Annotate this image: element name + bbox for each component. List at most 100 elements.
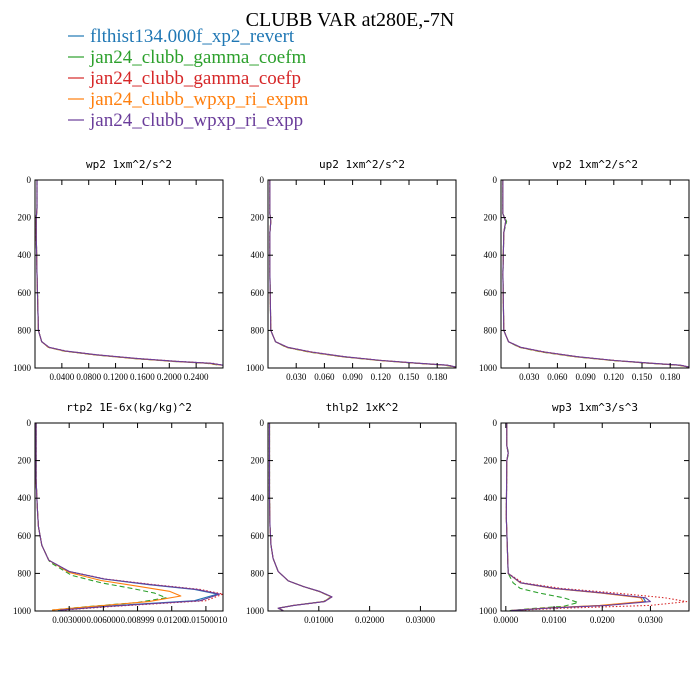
x-tick-label: 0.030 bbox=[519, 372, 540, 382]
y-tick-label: 200 bbox=[484, 213, 498, 223]
y-tick-label: 1000 bbox=[479, 363, 498, 373]
panel-title: thlp2 1xK^2 bbox=[326, 401, 399, 414]
series-line bbox=[505, 423, 644, 611]
y-tick-label: 600 bbox=[484, 531, 498, 541]
plot-frame bbox=[500, 422, 690, 612]
x-tick-label: 0.090 bbox=[575, 372, 596, 382]
x-tick-label: 0.030 bbox=[286, 372, 307, 382]
y-tick-label: 800 bbox=[251, 568, 265, 578]
series-line bbox=[35, 423, 221, 611]
series-line bbox=[502, 180, 689, 368]
panel-title: wp2 1xm^2/s^2 bbox=[86, 158, 172, 171]
y-tick-label: 1000 bbox=[246, 606, 265, 616]
series-line bbox=[502, 180, 689, 368]
series-line bbox=[35, 423, 167, 611]
x-tick-label: 0.0200 bbox=[590, 615, 615, 625]
plot-frame bbox=[34, 179, 224, 369]
panel-title: rtp2 1E-6x(kg/kg)^2 bbox=[66, 401, 192, 414]
x-tick-label: 0.150 bbox=[399, 372, 420, 382]
y-tick-label: 200 bbox=[251, 456, 265, 466]
series-line bbox=[505, 423, 647, 611]
y-tick-label: 1000 bbox=[13, 363, 32, 373]
y-tick-label: 1000 bbox=[13, 606, 32, 616]
x-tick-label: 0.120 bbox=[371, 372, 392, 382]
series-line bbox=[35, 423, 182, 611]
y-tick-label: 600 bbox=[251, 288, 265, 298]
series-line bbox=[505, 423, 579, 611]
y-tick-label: 400 bbox=[18, 250, 32, 260]
series-line bbox=[502, 180, 689, 368]
series-line bbox=[269, 180, 456, 368]
series-line bbox=[269, 180, 456, 368]
series-line bbox=[268, 423, 333, 611]
x-tick-label: 0.01200 bbox=[157, 615, 187, 625]
x-tick-label: 0.120 bbox=[604, 372, 625, 382]
x-tick-label: 0.180 bbox=[660, 372, 681, 382]
y-tick-label: 0 bbox=[493, 418, 498, 428]
panel-title: up2 1xm^2/s^2 bbox=[319, 158, 405, 171]
x-tick-label: 0.02000 bbox=[355, 615, 385, 625]
panel-title: vp2 1xm^2/s^2 bbox=[552, 158, 638, 171]
chart-panel: thlp2 1xK^2 0 200 400 600 800 1000 0.01000 0.020… bbox=[246, 401, 457, 625]
x-tick-label: 0.008999 bbox=[121, 615, 155, 625]
y-tick-label: 0 bbox=[493, 175, 498, 185]
y-tick-label: 600 bbox=[251, 531, 265, 541]
x-tick-label: 0.03000 bbox=[406, 615, 436, 625]
series-line bbox=[502, 180, 689, 368]
y-tick-label: 800 bbox=[18, 568, 32, 578]
legend-entry: jan24_clubb_gamma_coefm bbox=[89, 47, 307, 68]
y-tick-label: 800 bbox=[484, 568, 498, 578]
legend-entry: jan24_clubb_gamma_coefp bbox=[89, 68, 301, 89]
x-tick-label: 0.0300 bbox=[638, 615, 663, 625]
x-tick-label: 0.150 bbox=[632, 372, 653, 382]
x-tick-label: 0.0000 bbox=[493, 615, 518, 625]
series-line bbox=[35, 180, 222, 366]
y-tick-label: 400 bbox=[484, 493, 498, 503]
plot-frame bbox=[500, 179, 690, 369]
x-tick-label: 0.006000 bbox=[86, 615, 120, 625]
series-line bbox=[268, 423, 333, 611]
series-line bbox=[269, 180, 456, 368]
series-line bbox=[35, 180, 223, 366]
y-tick-label: 200 bbox=[18, 213, 32, 223]
series-line bbox=[35, 180, 223, 366]
y-tick-label: 0 bbox=[260, 418, 265, 428]
panel-title: wp3 1xm^3/s^3 bbox=[552, 401, 638, 414]
x-tick-label: 0.060 bbox=[547, 372, 568, 382]
series-line bbox=[269, 180, 456, 368]
series-line bbox=[505, 423, 651, 611]
y-tick-label: 800 bbox=[251, 325, 265, 335]
y-tick-label: 1000 bbox=[479, 606, 498, 616]
y-tick-label: 600 bbox=[484, 288, 498, 298]
legend-entry: jan24_clubb_wpxp_ri_expp bbox=[89, 110, 303, 131]
legend-entry: jan24_clubb_wpxp_ri_expm bbox=[89, 89, 309, 110]
y-tick-label: 200 bbox=[18, 456, 32, 466]
y-tick-label: 200 bbox=[251, 213, 265, 223]
series-line bbox=[502, 180, 689, 368]
x-tick-label: 0.2000 bbox=[157, 372, 182, 382]
series-line bbox=[35, 180, 220, 366]
legend-entry: flthist134.000f_xp2_revert bbox=[90, 26, 295, 47]
y-tick-label: 600 bbox=[18, 288, 32, 298]
x-tick-label: 0.1200 bbox=[103, 372, 128, 382]
x-tick-label: 0.0400 bbox=[49, 372, 74, 382]
series-line bbox=[269, 180, 456, 368]
x-tick-label: 0.0800 bbox=[76, 372, 101, 382]
y-tick-label: 800 bbox=[18, 325, 32, 335]
series-line bbox=[268, 423, 332, 611]
y-tick-label: 0 bbox=[27, 418, 32, 428]
x-tick-label: 0.060 bbox=[314, 372, 335, 382]
series-line bbox=[505, 423, 688, 611]
plot-frame bbox=[267, 179, 457, 369]
y-tick-label: 400 bbox=[484, 250, 498, 260]
y-tick-label: 0 bbox=[27, 175, 32, 185]
y-tick-label: 400 bbox=[18, 493, 32, 503]
plot-frame bbox=[267, 422, 457, 612]
x-tick-label: 0.0100 bbox=[542, 615, 567, 625]
chart-panel: rtp2 1E-6x(kg/kg)^2 0 200 400 600 800 1000 0.00… bbox=[13, 401, 228, 625]
series-line bbox=[35, 180, 223, 366]
y-tick-label: 1000 bbox=[246, 363, 265, 373]
x-tick-label: 0.180 bbox=[427, 372, 448, 382]
y-tick-label: 600 bbox=[18, 531, 32, 541]
chart-panel: vp2 1xm^2/s^2 0 200 400 600 800 1000 0.030 0.060… bbox=[479, 158, 690, 382]
